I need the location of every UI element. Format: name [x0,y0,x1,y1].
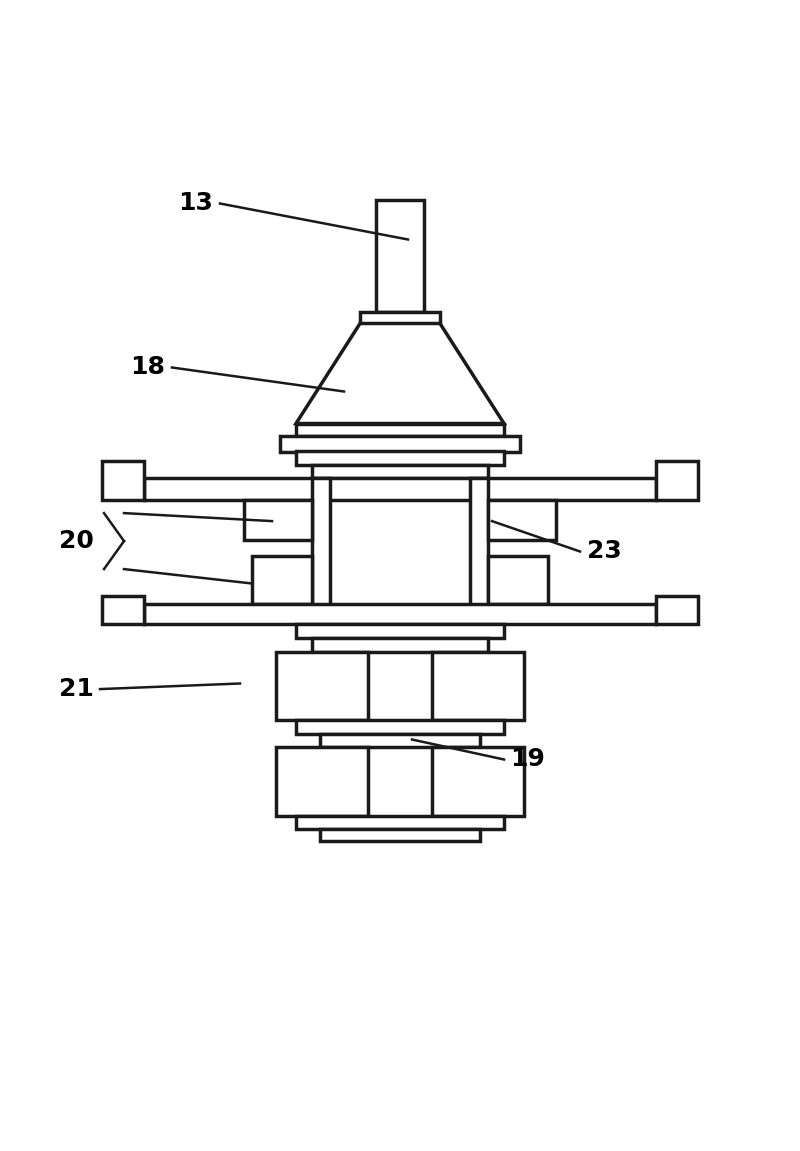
Bar [280,435,520,451]
Bar [312,478,330,611]
Bar [296,624,504,638]
Text: 20: 20 [58,529,94,554]
Polygon shape [296,323,504,424]
Bar [276,747,368,816]
Text: 13: 13 [178,191,214,215]
Bar [488,556,548,603]
Bar [320,734,480,747]
Bar [312,638,488,651]
Bar [102,595,144,624]
Text: 23: 23 [586,540,622,564]
Bar [360,312,440,323]
Bar [312,465,488,478]
Bar [470,478,488,611]
Text: 19: 19 [510,747,546,771]
Bar [376,199,424,312]
Bar [432,747,524,816]
Bar [296,424,504,435]
Bar [656,595,698,624]
Bar [296,451,504,465]
Bar [244,500,312,540]
Text: 21: 21 [58,677,94,701]
Bar [144,478,656,500]
Bar [432,651,524,719]
Bar [656,462,698,500]
Bar [296,719,504,734]
Bar [144,603,656,624]
Bar [102,462,144,500]
Bar [320,829,480,841]
Text: 18: 18 [130,356,166,380]
Bar [296,816,504,829]
Bar [488,500,556,540]
Bar [252,556,312,603]
Bar [276,651,368,719]
